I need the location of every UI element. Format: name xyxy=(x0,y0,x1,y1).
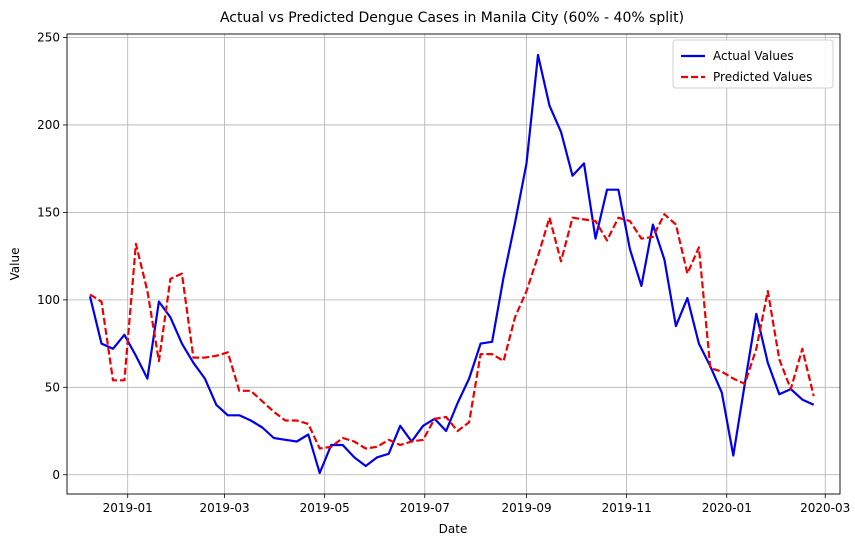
x-tick-label: 2020-03 xyxy=(800,501,850,515)
x-tick-label: 2019-05 xyxy=(300,501,350,515)
x-tick-label: 2019-09 xyxy=(501,501,551,515)
x-tick-label: 2019-11 xyxy=(602,501,652,515)
y-axis-label: Value xyxy=(8,248,22,281)
grid-lines xyxy=(67,34,840,494)
y-axis-ticks: 0 50 100 150 200 250 xyxy=(37,30,67,482)
x-axis-ticks: 2019-01 2019-03 2019-05 2019-07 2019-09 2019-… xyxy=(103,494,850,515)
legend: Actual Values Predicted Values xyxy=(672,39,834,89)
series-line-predicted xyxy=(89,213,815,450)
y-tick-label: 250 xyxy=(37,30,60,44)
legend-label: Predicted Values xyxy=(713,70,812,84)
y-tick-label: 50 xyxy=(45,380,60,394)
x-tick-label: 2019-01 xyxy=(103,501,153,515)
plot-area xyxy=(66,33,841,495)
x-tick-label: 2020-01 xyxy=(702,501,752,515)
x-tick-label: 2019-07 xyxy=(400,501,450,515)
legend-box xyxy=(672,39,834,89)
y-tick-label: 0 xyxy=(52,468,60,482)
legend-label: Actual Values xyxy=(713,49,794,63)
x-axis-label: Date xyxy=(439,522,468,536)
y-tick-label: 150 xyxy=(37,205,60,219)
y-tick-label: 100 xyxy=(37,293,60,307)
series-lines xyxy=(88,53,815,475)
y-tick-label: 200 xyxy=(37,118,60,132)
series-line-actual xyxy=(88,53,815,475)
x-tick-label: 2019-03 xyxy=(199,501,249,515)
chart-title: Actual vs Predicted Dengue Cases in Mani… xyxy=(220,10,684,26)
